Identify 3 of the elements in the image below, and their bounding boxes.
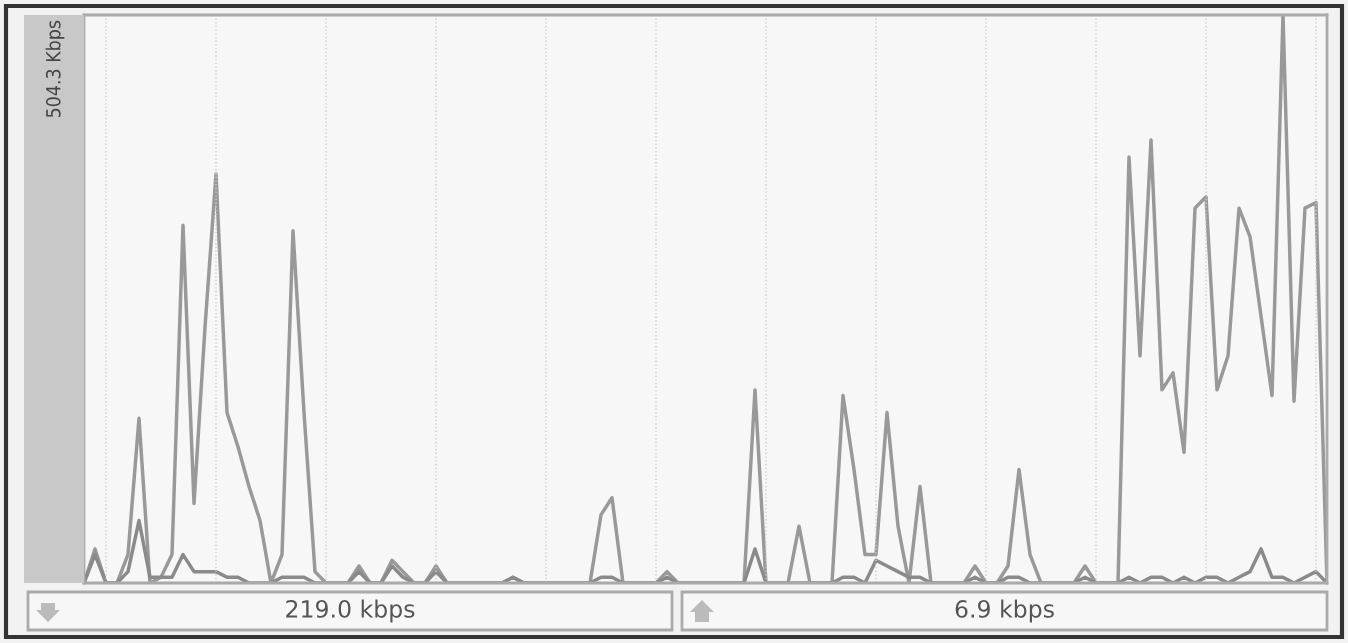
text: 219.0 kbps	[286, 599, 415, 623]
text: 6.9 kbps	[955, 599, 1054, 623]
y-axis-title: 504.3 Kbps	[45, 20, 65, 118]
